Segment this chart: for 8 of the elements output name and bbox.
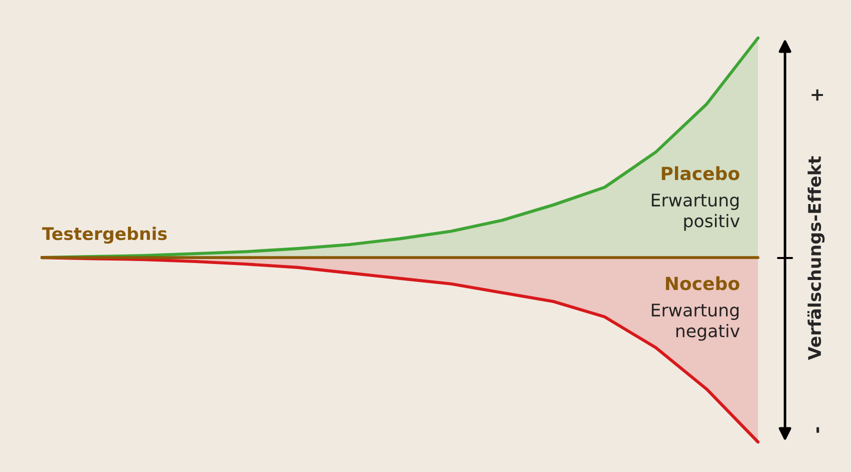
series-label: Nocebo [666, 276, 740, 290]
text: - [816, 427, 820, 433]
ref-line-label: Testergebnis [42, 226, 167, 244]
text: + [812, 89, 823, 101]
annotation: Erwartung positiv [652, 194, 740, 231]
annotation: Erwartung negativ [652, 304, 740, 341]
y-axis-title: Verfälschungs-Effekt [807, 156, 825, 360]
series-label: Placebo [662, 166, 740, 180]
